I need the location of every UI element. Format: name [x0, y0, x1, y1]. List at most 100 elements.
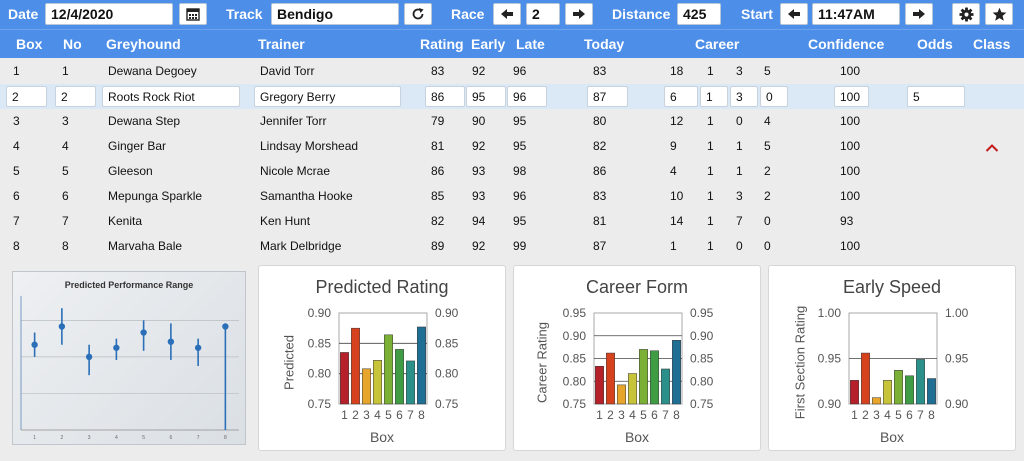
range-point [113, 344, 120, 351]
cell-no: 4 [62, 139, 69, 153]
cell-confidence: 100 [840, 64, 861, 78]
input-career-starts[interactable]: 6 [664, 86, 698, 107]
input-early[interactable]: 95 [466, 86, 506, 107]
bar [351, 327, 360, 405]
y-tick-label: 0.95 [563, 306, 587, 320]
bar [905, 375, 914, 405]
table-row[interactable]: 1 1 Dewana Degoey David Torr 83 92 96 83… [0, 59, 1024, 84]
input-confidence[interactable]: 100 [834, 86, 869, 107]
header-rating[interactable]: Rating [420, 36, 464, 52]
cell-career-starts: 14 [670, 214, 684, 228]
table-row[interactable]: 8 8 Marvaha Bale Mark Delbridge 89 92 99… [0, 234, 1024, 259]
cell-career-wins: 1 [707, 139, 714, 153]
y-tick-label-right: 0.75 [690, 397, 714, 411]
distance-input[interactable]: 425 [677, 3, 721, 25]
header-late[interactable]: Late [516, 36, 545, 52]
cell-trainer: Mark Delbridge [260, 239, 342, 253]
cell-confidence: 100 [840, 139, 861, 153]
cell-no: 6 [62, 189, 69, 203]
cell-greyhound: Dewana Degoey [108, 64, 197, 78]
range-point [167, 338, 175, 345]
input-box[interactable]: 2 [6, 86, 47, 107]
input-no[interactable]: 2 [55, 86, 96, 107]
toolbar: Date 12/4/2020 Track Bendigo Race 2 Dist… [0, 0, 1024, 29]
input-today[interactable]: 87 [587, 86, 628, 107]
bar [916, 359, 925, 405]
bar [672, 340, 681, 405]
date-input[interactable]: 12/4/2020 [45, 3, 173, 25]
header-no[interactable]: No [63, 36, 82, 52]
cell-career-thirds: 0 [764, 239, 771, 253]
cell-confidence: 100 [840, 164, 861, 178]
input-career-seconds[interactable]: 3 [730, 86, 758, 107]
header-greyhound[interactable]: Greyhound [106, 36, 181, 52]
calendar-button[interactable] [179, 3, 207, 25]
range-point [140, 329, 147, 336]
start-next-button[interactable] [905, 3, 933, 25]
career-form-panel: Career Form Career Rating 0.95 0.95 0.90 0.… [513, 265, 761, 451]
settings-button[interactable] [952, 3, 980, 25]
input-trainer[interactable]: Gregory Berry [254, 86, 401, 107]
cell-no: 5 [62, 164, 69, 178]
header-early[interactable]: Early [471, 36, 506, 52]
race-prev-button[interactable] [493, 3, 521, 25]
track-input[interactable]: Bendigo [271, 3, 399, 25]
table-row[interactable]: 4 4 Ginger Bar Lindsay Morshead 81 92 95… [0, 134, 1024, 159]
y-tick-label: 0.90 [563, 329, 587, 343]
cell-rating: 86 [431, 164, 445, 178]
start-prev-button[interactable] [780, 3, 808, 25]
input-rating[interactable]: 86 [425, 86, 465, 107]
cell-today: 87 [593, 239, 607, 253]
bar [861, 352, 870, 405]
cell-greyhound: Marvaha Bale [108, 239, 183, 253]
table-row-selected[interactable]: 2 2 Roots Rock Riot Gregory Berry 86 95 … [0, 84, 1024, 109]
header-box[interactable]: Box [16, 36, 43, 52]
favorite-button[interactable] [985, 3, 1013, 25]
table-row[interactable]: 6 6 Mepunga Sparkle Samantha Hooke 85 93… [0, 184, 1024, 209]
cell-career-thirds: 2 [764, 164, 771, 178]
bar [639, 349, 648, 405]
header-class[interactable]: Class [973, 36, 1011, 52]
input-career-wins[interactable]: 1 [700, 86, 728, 107]
bar [650, 350, 659, 405]
cell-box: 6 [13, 189, 20, 203]
input-odds[interactable]: 5 [907, 86, 965, 107]
bar [384, 334, 393, 405]
race-next-button[interactable] [565, 3, 593, 25]
header-trainer[interactable]: Trainer [258, 36, 305, 52]
y-tick-label-right: 0.75 [435, 397, 459, 411]
x-tick-label: 3 [88, 435, 91, 441]
table-row[interactable]: 7 7 Kenita Ken Hunt 82 94 95 81 14 1 7 0… [0, 209, 1024, 234]
bar [617, 384, 626, 405]
header-confidence[interactable]: Confidence [808, 36, 885, 52]
track-label: Track [226, 6, 263, 22]
cell-confidence: 100 [840, 114, 861, 128]
cell-career-seconds: 0 [736, 114, 743, 128]
input-greyhound[interactable]: Roots Rock Riot [102, 86, 240, 107]
chevron-up-icon[interactable] [985, 143, 999, 153]
input-career-thirds[interactable]: 0 [760, 86, 788, 107]
y-tick-label: 0.85 [563, 352, 587, 366]
start-input[interactable]: 11:47AM [812, 3, 900, 25]
header-odds[interactable]: Odds [917, 36, 953, 52]
y-tick-label-right: 0.95 [690, 306, 714, 320]
input-late[interactable]: 96 [507, 86, 547, 107]
gear-icon [958, 6, 974, 22]
range-point [58, 323, 66, 330]
performance-range-chart: Predicted Performance Range 1 2 3 4 5 6 7 8 [12, 271, 246, 445]
x-tick-label: 8 [418, 408, 425, 422]
table-row[interactable]: 5 5 Gleeson Nicole Mcrae 86 93 98 86 4 1… [0, 159, 1024, 184]
header-career[interactable]: Career [695, 36, 740, 52]
race-input[interactable]: 2 [526, 3, 560, 25]
y-tick-label-right: 0.90 [945, 397, 969, 411]
cell-box: 4 [13, 139, 20, 153]
cell-rating: 89 [431, 239, 445, 253]
table-row[interactable]: 3 3 Dewana Step Jennifer Torr 79 90 95 8… [0, 109, 1024, 134]
range-point [194, 344, 202, 351]
header-today[interactable]: Today [584, 36, 625, 52]
cell-early: 92 [472, 139, 486, 153]
refresh-button[interactable] [404, 3, 432, 25]
cell-career-starts: 4 [670, 164, 677, 178]
bar [606, 352, 615, 405]
bar [395, 349, 404, 405]
